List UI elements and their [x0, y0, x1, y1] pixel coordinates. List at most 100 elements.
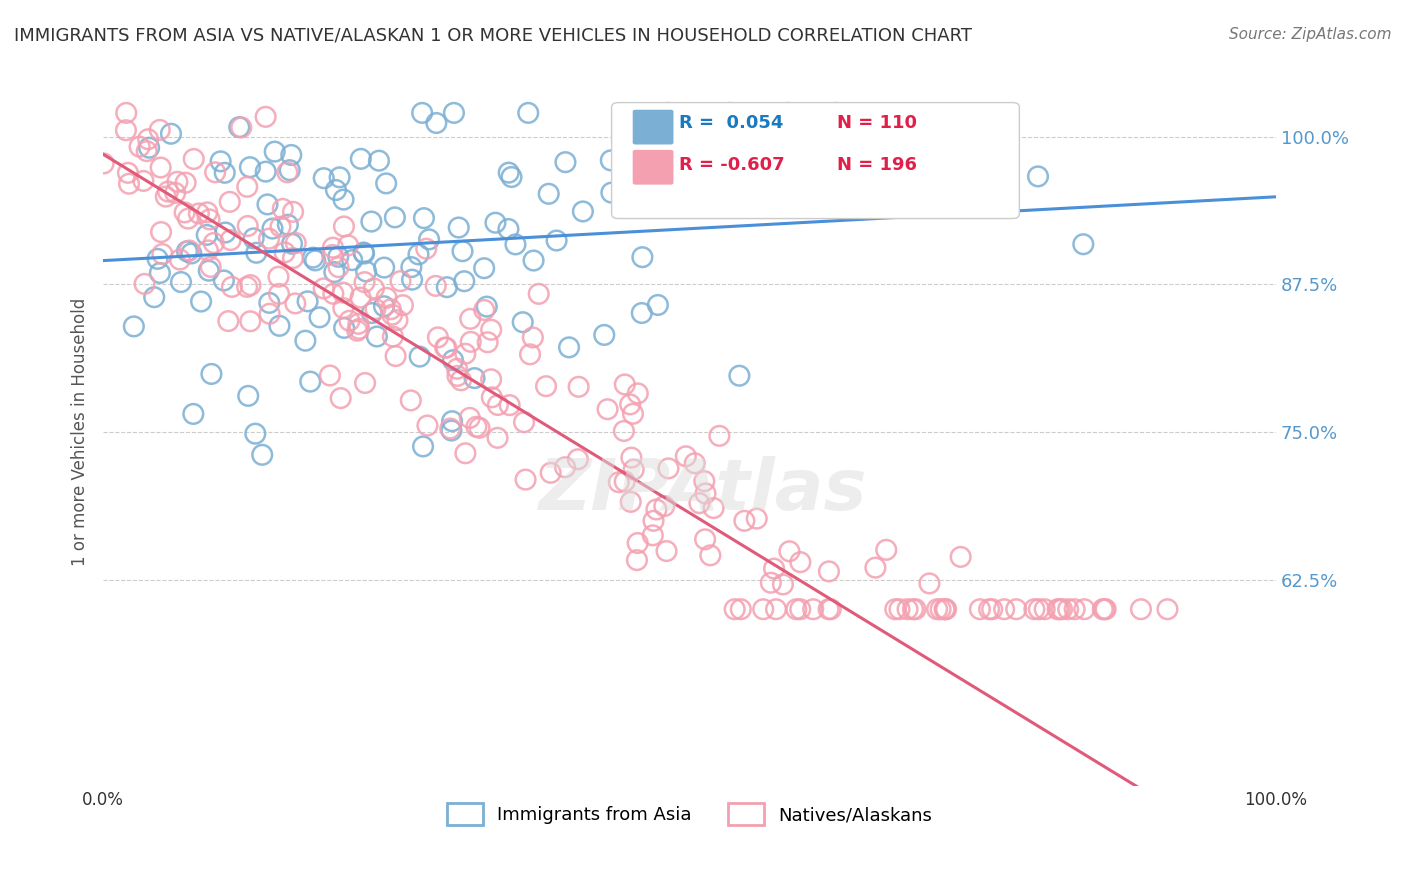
Point [904, 602, 927, 616]
Point [117, 166, 139, 180]
Point [1091, 602, 1114, 616]
Point [236, 179, 259, 194]
Point [364, 302, 387, 317]
Point [865, 560, 887, 574]
Point [411, 106, 433, 120]
Point [613, 377, 636, 392]
Y-axis label: 1 or more Vehicles in Household: 1 or more Vehicles in Household [72, 298, 89, 566]
Point [353, 245, 375, 260]
Point [176, 244, 198, 259]
Point [789, 555, 811, 569]
Point [1063, 602, 1085, 616]
Point [468, 421, 491, 435]
Point [245, 245, 267, 260]
Text: Source: ZipAtlas.com: Source: ZipAtlas.com [1229, 27, 1392, 42]
Point [387, 313, 409, 327]
Point [197, 244, 219, 258]
Point [399, 393, 422, 408]
Point [554, 460, 576, 475]
Point [160, 127, 183, 141]
Point [166, 175, 188, 189]
Point [231, 120, 253, 135]
Point [1046, 602, 1069, 616]
Point [647, 298, 669, 312]
Point [426, 330, 449, 344]
Point [730, 602, 752, 616]
Point [155, 189, 177, 203]
Point [801, 602, 824, 616]
Legend: Immigrants from Asia, Natives/Alaskans: Immigrants from Asia, Natives/Alaskans [437, 794, 942, 834]
Point [401, 260, 423, 274]
Point [458, 311, 481, 326]
Point [138, 141, 160, 155]
Point [657, 461, 679, 475]
Point [280, 148, 302, 162]
Point [927, 602, 949, 616]
Point [143, 290, 166, 304]
Point [360, 214, 382, 228]
Point [693, 533, 716, 547]
Point [269, 219, 291, 234]
Point [425, 116, 447, 130]
Point [329, 391, 352, 405]
Point [896, 602, 918, 616]
Point [772, 577, 794, 591]
Point [1028, 602, 1050, 616]
Point [259, 307, 281, 321]
Point [599, 153, 621, 168]
Point [434, 341, 457, 355]
Point [619, 397, 641, 411]
Point [312, 171, 335, 186]
Point [918, 576, 941, 591]
Point [498, 222, 520, 236]
Point [239, 278, 262, 293]
Point [439, 421, 461, 435]
Point [218, 194, 240, 209]
Point [993, 602, 1015, 616]
Point [440, 424, 463, 438]
Point [349, 291, 371, 305]
Point [150, 247, 173, 261]
Point [269, 318, 291, 333]
Point [436, 280, 458, 294]
Point [408, 247, 430, 261]
Point [284, 235, 307, 250]
Point [733, 514, 755, 528]
Point [453, 274, 475, 288]
Point [319, 368, 342, 383]
Point [683, 456, 706, 470]
Point [1033, 602, 1056, 616]
Point [695, 486, 717, 500]
Point [332, 301, 354, 315]
Point [412, 439, 434, 453]
Point [115, 106, 138, 120]
Point [627, 536, 650, 550]
Point [1071, 237, 1094, 252]
Point [623, 462, 645, 476]
Point [157, 185, 180, 199]
Point [778, 106, 800, 120]
Point [169, 252, 191, 267]
Point [934, 602, 956, 616]
Point [818, 565, 841, 579]
Point [935, 602, 957, 616]
Point [534, 379, 557, 393]
Point [312, 281, 335, 295]
Point [150, 225, 173, 239]
Point [217, 314, 239, 328]
Point [281, 204, 304, 219]
Point [238, 389, 260, 403]
Point [454, 446, 477, 460]
Point [170, 275, 193, 289]
Point [350, 152, 373, 166]
Point [190, 294, 212, 309]
Point [613, 475, 636, 489]
Text: R =  0.054: R = 0.054 [679, 114, 783, 132]
Point [263, 145, 285, 159]
Point [366, 329, 388, 343]
Point [353, 275, 375, 289]
Point [321, 248, 343, 262]
Point [441, 353, 464, 368]
Point [219, 233, 242, 247]
Point [522, 330, 544, 344]
